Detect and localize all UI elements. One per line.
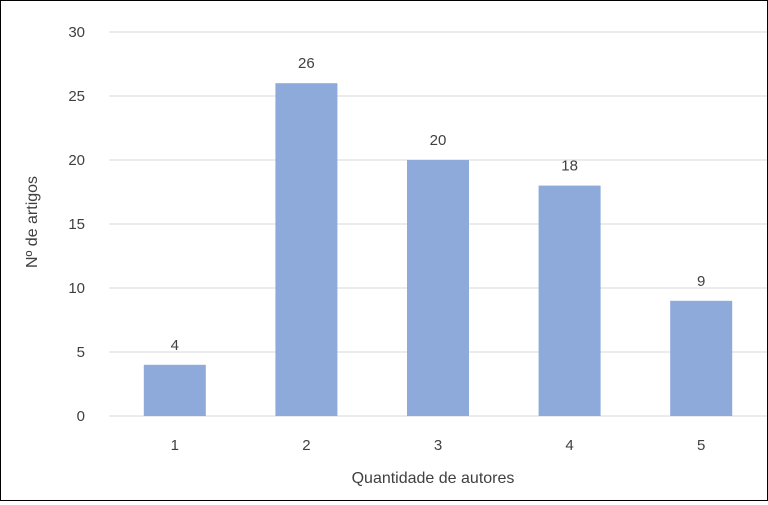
bars [143,83,733,416]
y-tick-label: 25 [68,88,85,105]
x-tick-label: 4 [565,437,573,454]
y-axis-title: Nº de artigos [24,176,41,268]
y-tick-label: 30 [68,24,85,41]
x-axis-title: Quantidade de autores [352,470,515,487]
data-label: 18 [561,158,578,175]
y-tick-label: 20 [68,152,85,169]
data-labels: 4 26 20 18 9 [171,55,706,354]
x-tick-label: 1 [171,437,179,454]
bar [407,160,469,416]
bar [143,364,206,416]
y-tick-label: 0 [77,408,85,425]
x-tick-label: 2 [302,437,310,454]
y-tick-label: 5 [77,344,85,361]
y-tick-label: 15 [68,216,85,233]
data-label: 4 [171,337,179,354]
x-tick-label: 3 [434,437,442,454]
data-label: 9 [697,273,705,290]
data-label: 20 [430,132,447,149]
bar [275,83,338,416]
y-axis-ticks: 0 5 10 15 20 25 30 [68,24,85,425]
data-label: 26 [298,55,315,72]
x-axis-ticks: 1 2 3 4 5 [171,437,706,454]
x-tick-label: 5 [697,437,705,454]
bar [670,300,733,416]
bar [538,185,601,416]
y-tick-label: 10 [68,280,85,297]
